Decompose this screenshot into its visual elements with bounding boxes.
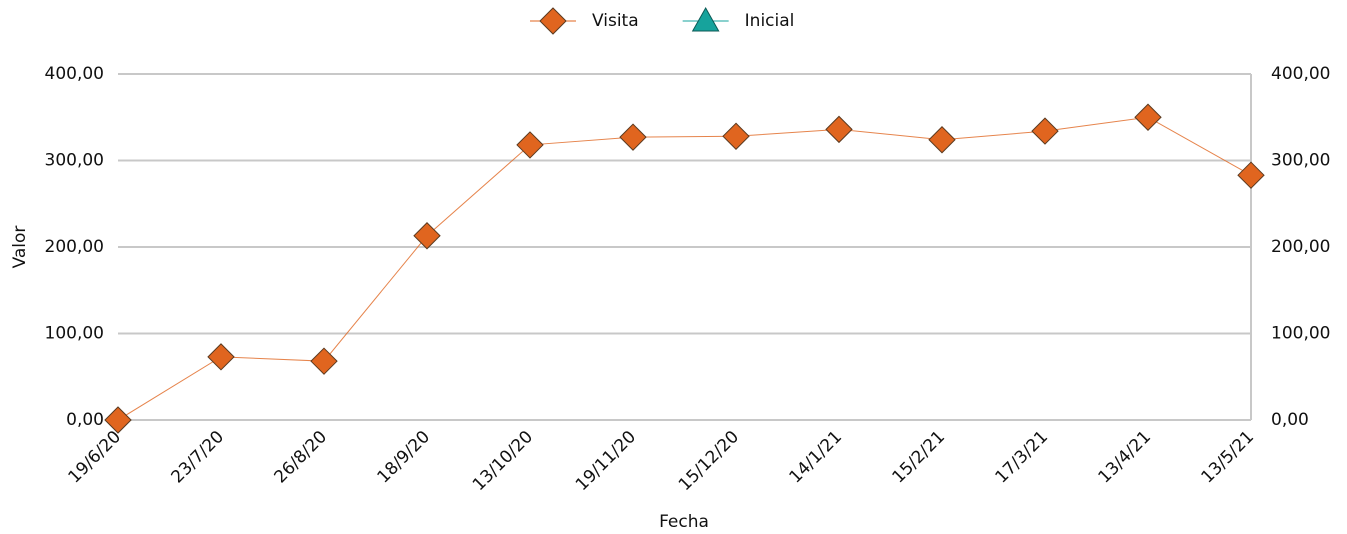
data-point [825, 115, 853, 144]
x-tick-label: 18/9/20 [374, 427, 434, 487]
x-axis-label: Fecha [659, 512, 709, 532]
y-tick-label: 100,00 [45, 324, 104, 344]
y2-tick-label: 400,00 [1271, 64, 1330, 84]
x-tick-label: 13/10/20 [469, 427, 537, 495]
y-tick-label: 0,00 [66, 410, 104, 430]
y-axis-label: Valor [10, 226, 30, 269]
y-tick-label: 200,00 [45, 237, 104, 257]
x-tick-label: 13/5/21 [1198, 427, 1258, 487]
data-point [1031, 117, 1059, 145]
data-point [722, 122, 750, 150]
data-point [619, 123, 647, 151]
legend-label: Visita [592, 11, 639, 31]
y2-tick-label: 300,00 [1271, 151, 1330, 171]
y-tick-label: 400,00 [45, 64, 104, 84]
data-point [1134, 103, 1162, 131]
legend-marker [691, 6, 720, 32]
x-tick-label: 19/11/20 [572, 427, 640, 495]
y2-tick-label: 0,00 [1271, 410, 1309, 430]
x-tick-label: 23/7/20 [168, 427, 228, 487]
y2-tick-label: 100,00 [1271, 324, 1330, 344]
x-tick-label: 26/8/20 [271, 427, 331, 487]
data-point [413, 222, 441, 250]
data-point [516, 131, 544, 159]
data-point [104, 406, 132, 434]
x-tick-label: 15/2/21 [889, 427, 949, 487]
data-point [207, 343, 235, 371]
series-line [117, 116, 1252, 421]
data-point [1237, 161, 1265, 189]
x-tick-label: 19/6/20 [65, 427, 125, 487]
legend-marker [539, 7, 567, 35]
x-tick-label: 15/12/20 [675, 427, 743, 495]
legend-label: Inicial [745, 11, 795, 31]
x-tick-label: 13/4/21 [1095, 427, 1155, 487]
x-tick-label: 14/1/21 [786, 427, 846, 487]
x-tick-label: 17/3/21 [992, 427, 1052, 487]
y-tick-label: 300,00 [45, 151, 104, 171]
data-point [310, 347, 338, 375]
y2-tick-label: 200,00 [1271, 237, 1330, 257]
data-point [928, 126, 956, 154]
